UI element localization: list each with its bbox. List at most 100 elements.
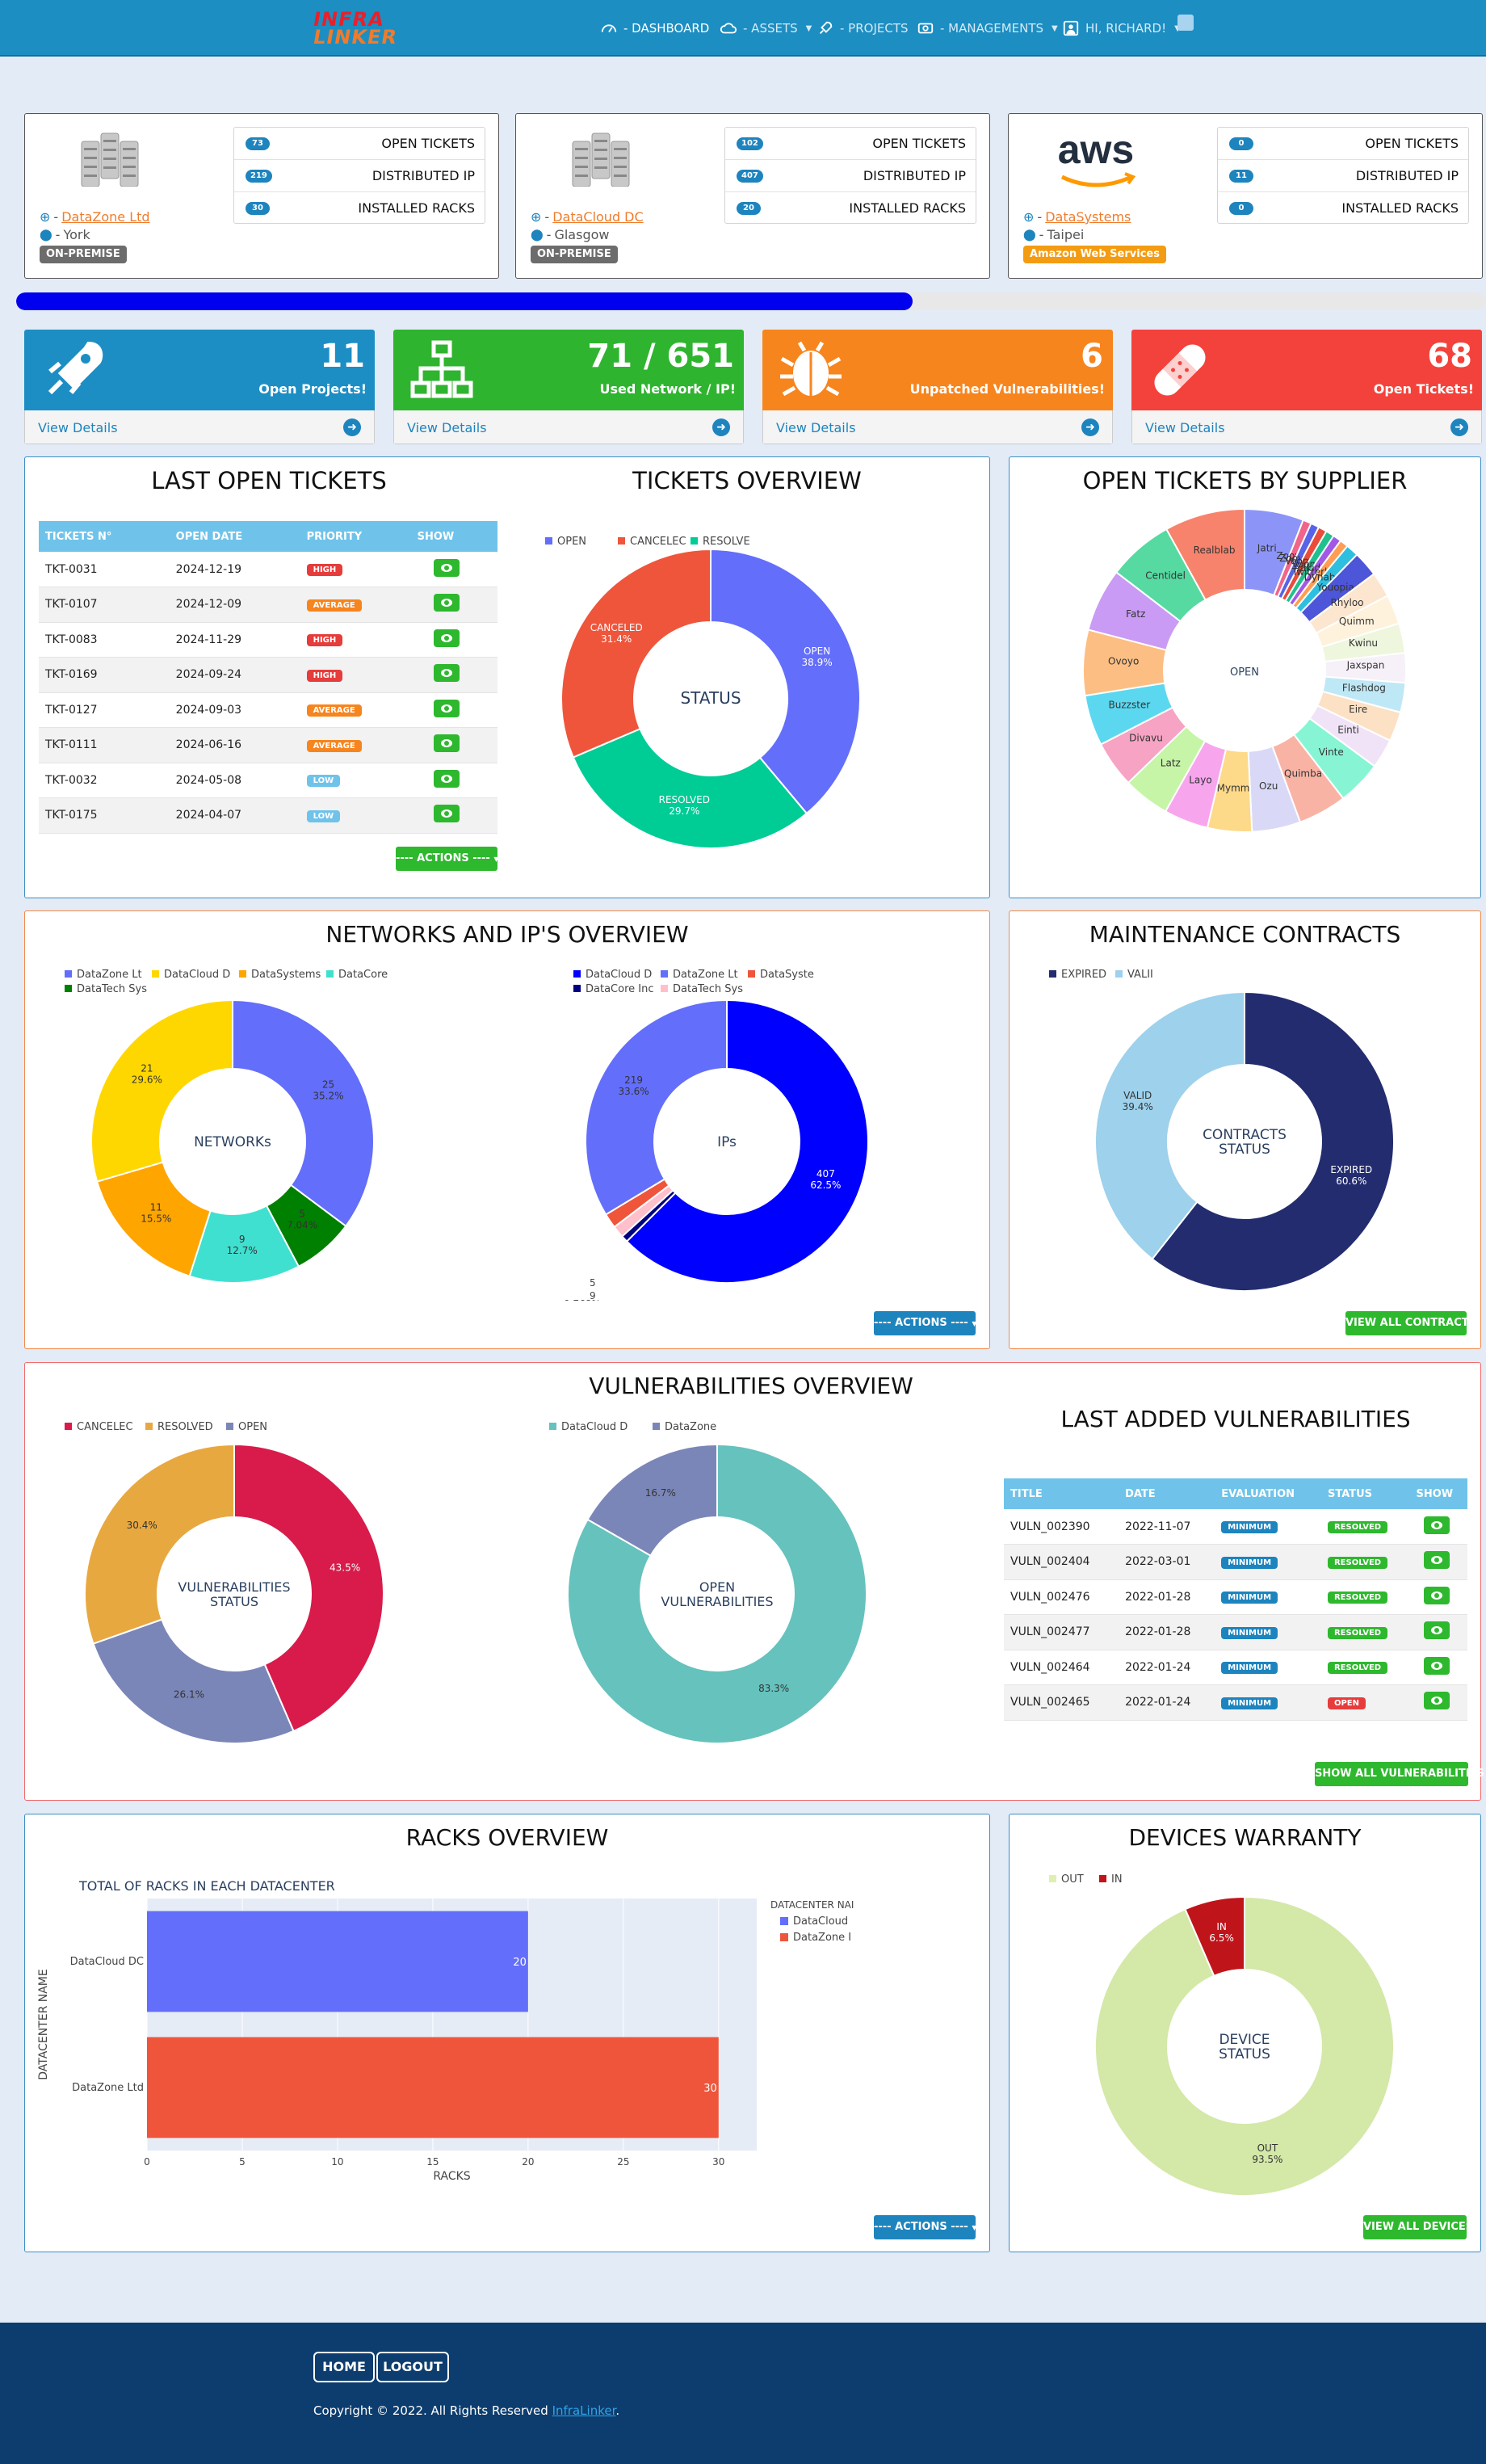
- pie-slice: [586, 1443, 718, 1558]
- eye-icon[interactable]: [433, 769, 460, 788]
- stat-count-badge: 219: [246, 170, 272, 183]
- legend-item: DataSyste: [760, 969, 814, 981]
- eye-icon[interactable]: [433, 734, 460, 753]
- pie-slice: [1094, 990, 1245, 1260]
- view-details-link[interactable]: View Details ➜: [762, 410, 1113, 444]
- pie-slice: [90, 999, 233, 1183]
- app-logo[interactable]: INFRA LINKER: [310, 6, 431, 48]
- legend-item: DataCloud D: [586, 969, 652, 981]
- nav-projects[interactable]: - PROJECTS: [816, 18, 909, 39]
- eye-icon[interactable]: [1424, 1516, 1450, 1534]
- x-axis-label: RACKS: [433, 2170, 470, 2183]
- ticket-id: TKT-0169: [39, 657, 170, 693]
- column-header: SHOW: [410, 521, 497, 552]
- ticket-date: 2024-09-03: [169, 692, 300, 728]
- ticket-date: 2024-12-09: [169, 587, 300, 623]
- datacenter-link[interactable]: DataCloud DC: [552, 209, 644, 225]
- vulnerability-date: 2022-01-28: [1119, 1579, 1215, 1615]
- summary-info-box: 6 Unpatched Vulnerabilities! View Details ➜: [762, 330, 1113, 444]
- legend-title: DATACENTER NAI: [770, 1899, 854, 1911]
- plus-circle-icon: ⊕: [531, 209, 542, 225]
- summary-value: 68: [1427, 338, 1472, 375]
- datacenter-link[interactable]: DataSystems: [1045, 209, 1131, 225]
- datacenter-stats: 0 OPEN TICKETS 11 DISTRIBUTED IP 0 INSTALLED …: [1217, 127, 1469, 224]
- network-actions-button[interactable]: ---- ACTIONS ---- ▼: [874, 1311, 977, 1335]
- legend-item: RESOLVED: [157, 1421, 213, 1433]
- pie-slice: [92, 1618, 295, 1744]
- vulnerabilities-table: TITLE DATE EVALUATION STATUS SHOW VULN_00239…: [1004, 1478, 1467, 1721]
- plus-circle-icon: ⊕: [1023, 209, 1035, 225]
- pie-slice: [1094, 1895, 1395, 2197]
- slice-label: Realblab: [1194, 545, 1236, 556]
- priority-badge: HIGH: [306, 634, 343, 647]
- management-icon: [917, 23, 934, 34]
- stat-label: INSTALLED RACKS: [849, 200, 966, 216]
- eye-icon[interactable]: [1424, 1586, 1450, 1604]
- stat-row: 30 INSTALLED RACKS: [234, 192, 485, 225]
- stat-label: DISTRIBUTED IP: [372, 168, 475, 183]
- eye-icon[interactable]: [1424, 1621, 1450, 1640]
- warranty-title: DEVICES WARRANTY: [1128, 1824, 1362, 1851]
- eye-icon[interactable]: [1424, 1551, 1450, 1570]
- slice-label: Quimm: [1339, 616, 1375, 627]
- eye-icon[interactable]: [433, 558, 460, 577]
- networks-title: NETWORKS AND IP'S OVERVIEW: [325, 921, 689, 948]
- footer-brand-link[interactable]: InfraLinker: [552, 2403, 616, 2418]
- chevron-down-icon: ▼: [1052, 23, 1058, 33]
- show-all-vulnerabilities-button[interactable]: SHOW ALL VULNERABILITIES: [1315, 1762, 1484, 1786]
- slice-label: 11 15.5%: [141, 1202, 171, 1225]
- status-badge: RESOLVED: [1327, 1626, 1388, 1639]
- tickets-actions-button[interactable]: ---- ACTIONS ---- ▼: [396, 847, 499, 871]
- eye-icon[interactable]: [1424, 1656, 1450, 1675]
- nav-dashboard[interactable]: - DASHBOARD: [599, 18, 709, 39]
- legend-item: DataZone I: [793, 1932, 851, 1944]
- slice-label: RESOLVED 29.7%: [659, 794, 710, 817]
- map-pin-icon: ⬤: [1023, 228, 1036, 242]
- eye-icon[interactable]: [433, 664, 460, 683]
- slice-label: Mymm: [1217, 782, 1250, 793]
- legend-swatch: [545, 537, 552, 545]
- slice-label: 219 33.6%: [619, 1074, 649, 1097]
- stat-label: INSTALLED RACKS: [358, 200, 475, 216]
- legend-item: DataCloud D: [164, 969, 230, 981]
- contracts-chart: EXPIRED 60.6% VALID 39.4% CONTRACTS STATUS EXP…: [1049, 969, 1396, 1292]
- legend-swatch: [573, 985, 581, 992]
- view-details-link[interactable]: View Details ➜: [393, 410, 744, 444]
- eye-icon[interactable]: [433, 629, 460, 647]
- footer-logout-button[interactable]: LOGOUT: [376, 2352, 449, 2382]
- view-details-link[interactable]: View Details ➜: [1131, 410, 1482, 444]
- eye-icon[interactable]: [433, 594, 460, 612]
- nav-user-menu[interactable]: HI, RICHARD! ▼: [1061, 18, 1181, 39]
- stat-label: OPEN TICKETS: [872, 136, 966, 151]
- nav-assets[interactable]: - ASSETS ▼: [719, 18, 812, 39]
- summary-info-box: 11 Open Projects! View Details ➜: [24, 330, 375, 444]
- footer-home-button[interactable]: HOME: [313, 2352, 375, 2382]
- center-label: DEVICE STATUS: [1219, 2032, 1270, 2062]
- eye-icon[interactable]: [433, 699, 460, 717]
- legend-swatch: [618, 537, 625, 545]
- open-vulnerabilities-chart: 83.3% 16.7% OPEN VULNERABILITIES DataCloud D…: [549, 1421, 867, 1744]
- legend-swatch: [661, 970, 668, 978]
- priority-badge: LOW: [306, 809, 341, 822]
- eye-icon[interactable]: [1424, 1692, 1450, 1710]
- eye-icon[interactable]: [433, 805, 460, 823]
- view-all-devices-button[interactable]: VIEW ALL DEVICES: [1363, 2215, 1473, 2239]
- view-all-contracts-button[interactable]: VIEW ALL CONTRACTS: [1345, 1311, 1476, 1335]
- map-pin-icon: ⬤: [531, 228, 544, 242]
- view-details-link[interactable]: View Details ➜: [24, 410, 375, 444]
- legend-swatch: [780, 1917, 788, 1925]
- stat-row: 0 OPEN TICKETS: [1218, 128, 1468, 160]
- rocket-icon: [48, 341, 103, 395]
- ticket-id: TKT-0107: [39, 587, 170, 623]
- nav-managements[interactable]: - MANAGEMENTS ▼: [916, 18, 1058, 39]
- notification-square-icon[interactable]: [1177, 15, 1194, 31]
- column-header: EVALUATION: [1215, 1478, 1321, 1509]
- table-row: TKT-0107 2024-12-09 AVERAGE: [39, 587, 497, 623]
- summary-value: 11: [320, 338, 365, 375]
- datacenter-city-row: ⬤ - York: [40, 227, 90, 242]
- stat-row: 407 DISTRIBUTED IP: [725, 160, 976, 192]
- racks-actions-button[interactable]: ---- ACTIONS ---- ▼: [874, 2215, 977, 2239]
- datacenter-link[interactable]: DataZone Ltd: [61, 209, 150, 225]
- stat-row: 20 INSTALLED RACKS: [725, 192, 976, 225]
- legend-swatch: [780, 1933, 788, 1941]
